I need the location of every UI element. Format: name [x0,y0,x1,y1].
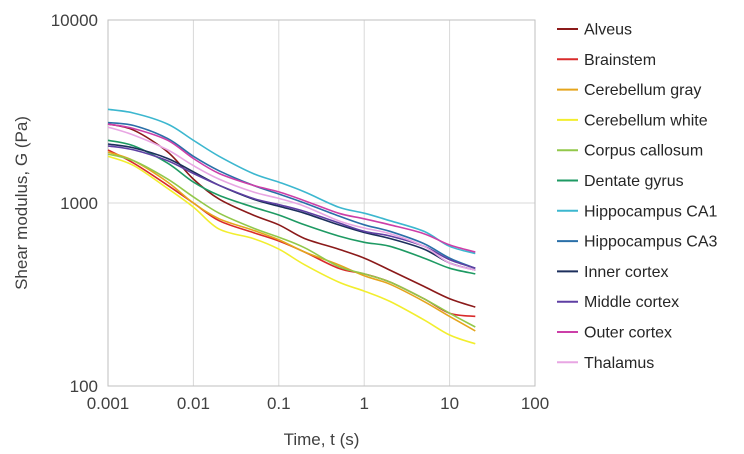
series-line-middle-cortex [107,145,476,269]
legend-label-hippocampus-ca3: Hippocampus CA3 [584,234,718,251]
tick-labels: 0.001 0.01 0.1 1 10 100 100 1000 10000 [51,11,549,413]
legend-label-hippocampus-ca1: Hippocampus CA1 [584,203,718,220]
legend-label-middle-cortex: Middle cortex [584,294,679,311]
series-line-cerebellum-gray [107,151,476,332]
series-line-thalamus [107,126,476,271]
series-line-alveus [107,123,476,308]
y-axis-title: Shear modulus, G (Pa) [12,116,31,290]
x-axis-title: Time, t (s) [284,430,360,449]
x-tick-label: 0.1 [267,394,291,413]
x-tick-label: 0.01 [177,394,210,413]
series-line-inner-cortex [107,143,476,271]
legend-label-thalamus: Thalamus [584,355,654,372]
legend-label-outer-cortex: Outer cortex [584,325,672,342]
y-tick-label: 10000 [51,11,98,30]
grid-layer [107,19,536,387]
legend: Alveus Brainstem Cerebellum gray Cerebellum… [557,22,718,372]
legend-label-dentate-gyrus: Dentate gyrus [584,173,684,190]
series-line-dentate-gyrus [107,139,476,275]
series-layer [107,108,476,345]
legend-label-brainstem: Brainstem [584,52,656,69]
x-tick-label: 1 [359,394,368,413]
series-line-hippocampus-ca3 [107,121,476,269]
legend-label-inner-cortex: Inner cortex [584,264,668,281]
x-tick-label: 0.001 [87,394,130,413]
legend-label-cerebellum-gray: Cerebellum gray [584,82,701,99]
plot-area-frame [107,19,536,387]
legend-label-cerebellum-white: Cerebellum white [584,112,708,129]
x-tick-label: 100 [521,394,549,413]
y-tick-label: 1000 [60,194,98,213]
series-line-outer-cortex [107,123,476,253]
series-line-hippocampus-ca1 [107,108,476,255]
series-line-corpus-callosum [107,153,476,328]
legend-label-alveus: Alveus [584,22,632,39]
x-tick-label: 10 [440,394,459,413]
y-tick-label: 100 [70,377,98,396]
legend-label-corpus-callosum: Corpus callosum [584,143,703,160]
series-line-cerebellum-white [107,155,476,345]
